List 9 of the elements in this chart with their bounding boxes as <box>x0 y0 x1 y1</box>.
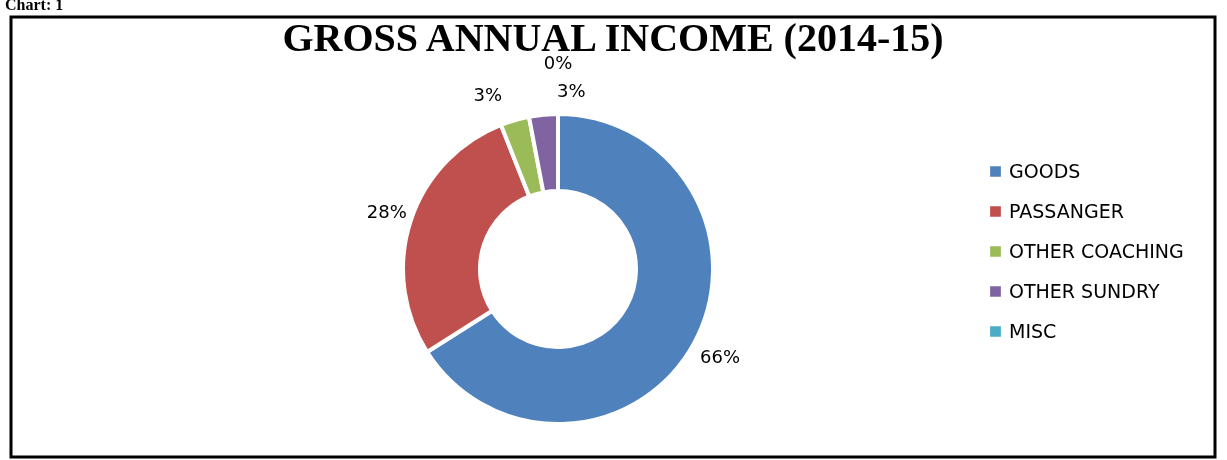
data-label: 28% <box>366 201 407 223</box>
legend-label: MISC <box>1009 319 1057 342</box>
legend-label: OTHER SUNDRY <box>1009 279 1160 302</box>
legend-label: GOODS <box>1009 159 1081 182</box>
legend-label: PASSANGER <box>1009 199 1124 222</box>
data-label: 3% <box>473 84 503 106</box>
legend-label: OTHER COACHING <box>1009 239 1184 262</box>
data-label: 66% <box>700 346 741 368</box>
data-label: 3% <box>556 79 586 101</box>
